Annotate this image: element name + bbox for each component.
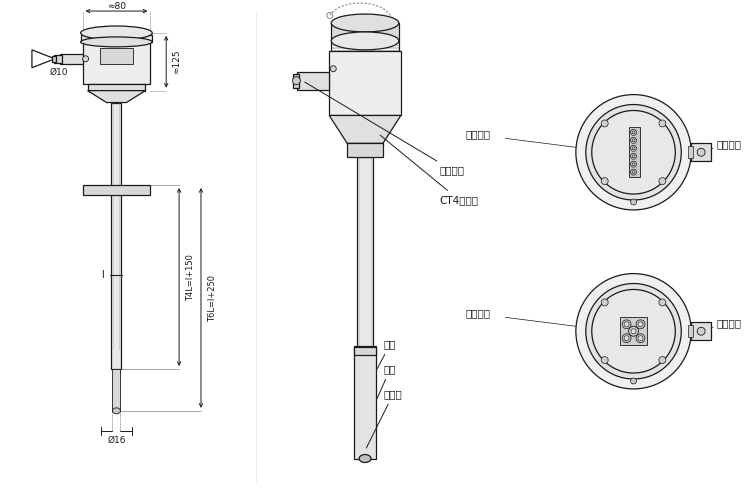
- Bar: [100, 48, 134, 64]
- Circle shape: [698, 148, 705, 156]
- Circle shape: [698, 327, 705, 335]
- Circle shape: [631, 161, 637, 167]
- Circle shape: [632, 147, 635, 150]
- Bar: [347, 143, 383, 157]
- Bar: [354, 347, 376, 355]
- Circle shape: [659, 178, 666, 185]
- Circle shape: [586, 283, 681, 379]
- Circle shape: [622, 320, 631, 329]
- Circle shape: [638, 336, 643, 341]
- Circle shape: [659, 299, 666, 306]
- Circle shape: [602, 120, 608, 127]
- Ellipse shape: [332, 32, 399, 50]
- Text: 接线端子: 接线端子: [716, 139, 741, 149]
- Text: 电气出口: 电气出口: [466, 129, 490, 139]
- Text: T6L=l+250: T6L=l+250: [209, 275, 218, 322]
- Text: Ø10: Ø10: [50, 68, 68, 77]
- Text: ≈125: ≈125: [172, 49, 181, 74]
- Bar: [52, 56, 56, 62]
- Bar: [82, 42, 150, 84]
- Ellipse shape: [81, 37, 152, 47]
- Circle shape: [631, 129, 637, 135]
- Polygon shape: [88, 91, 146, 103]
- Text: 电气出口: 电气出口: [466, 308, 490, 318]
- Bar: [692, 143, 711, 161]
- Circle shape: [628, 326, 638, 336]
- Bar: [60, 54, 82, 64]
- Circle shape: [576, 95, 692, 210]
- Bar: [88, 84, 146, 91]
- Bar: [329, 51, 400, 115]
- Bar: [298, 72, 329, 90]
- Bar: [81, 35, 152, 42]
- Bar: [692, 322, 711, 340]
- Bar: [628, 127, 640, 177]
- Circle shape: [602, 299, 608, 306]
- Circle shape: [292, 77, 301, 85]
- Bar: [82, 185, 150, 195]
- Circle shape: [602, 357, 608, 364]
- Circle shape: [631, 137, 637, 143]
- Text: 偶丝: 偶丝: [377, 339, 397, 369]
- Circle shape: [631, 153, 637, 159]
- Bar: [332, 23, 399, 41]
- Circle shape: [586, 104, 681, 200]
- Circle shape: [632, 163, 635, 166]
- Circle shape: [632, 155, 635, 158]
- Bar: [112, 369, 121, 411]
- Ellipse shape: [112, 408, 121, 414]
- Circle shape: [659, 357, 666, 364]
- Circle shape: [631, 145, 637, 151]
- Bar: [54, 55, 62, 63]
- Circle shape: [602, 178, 608, 185]
- Text: l: l: [100, 269, 104, 279]
- Bar: [688, 146, 693, 158]
- Bar: [293, 74, 299, 88]
- Text: 电气出口: 电气出口: [304, 82, 465, 175]
- Ellipse shape: [359, 455, 371, 463]
- Text: CT4防爆盒: CT4防爆盒: [380, 135, 478, 205]
- Circle shape: [592, 110, 675, 194]
- Circle shape: [592, 289, 675, 373]
- Bar: [620, 317, 647, 345]
- Circle shape: [622, 334, 631, 343]
- Circle shape: [659, 120, 666, 127]
- Bar: [112, 103, 122, 369]
- Text: T4L=l+150: T4L=l+150: [187, 254, 196, 301]
- Ellipse shape: [81, 26, 152, 40]
- Circle shape: [632, 139, 635, 142]
- Circle shape: [631, 378, 637, 384]
- Bar: [688, 325, 693, 337]
- Circle shape: [330, 66, 336, 72]
- Circle shape: [631, 329, 636, 334]
- Text: Ø16: Ø16: [107, 436, 126, 445]
- Circle shape: [632, 171, 635, 174]
- Circle shape: [631, 199, 637, 205]
- Circle shape: [638, 322, 643, 327]
- Bar: [332, 41, 399, 51]
- Text: ≈80: ≈80: [107, 1, 126, 10]
- Circle shape: [624, 336, 629, 341]
- Polygon shape: [329, 115, 400, 143]
- Text: 瓷珠: 瓷珠: [377, 364, 397, 398]
- Circle shape: [576, 273, 692, 389]
- Bar: [357, 157, 373, 351]
- Circle shape: [624, 322, 629, 327]
- Ellipse shape: [332, 14, 399, 32]
- Text: 测量端: 测量端: [366, 389, 403, 448]
- Circle shape: [631, 169, 637, 175]
- Text: 接线端子: 接线端子: [716, 318, 741, 328]
- Circle shape: [636, 320, 645, 329]
- Circle shape: [632, 131, 635, 134]
- Circle shape: [82, 56, 88, 62]
- Circle shape: [636, 334, 645, 343]
- Bar: [354, 346, 376, 459]
